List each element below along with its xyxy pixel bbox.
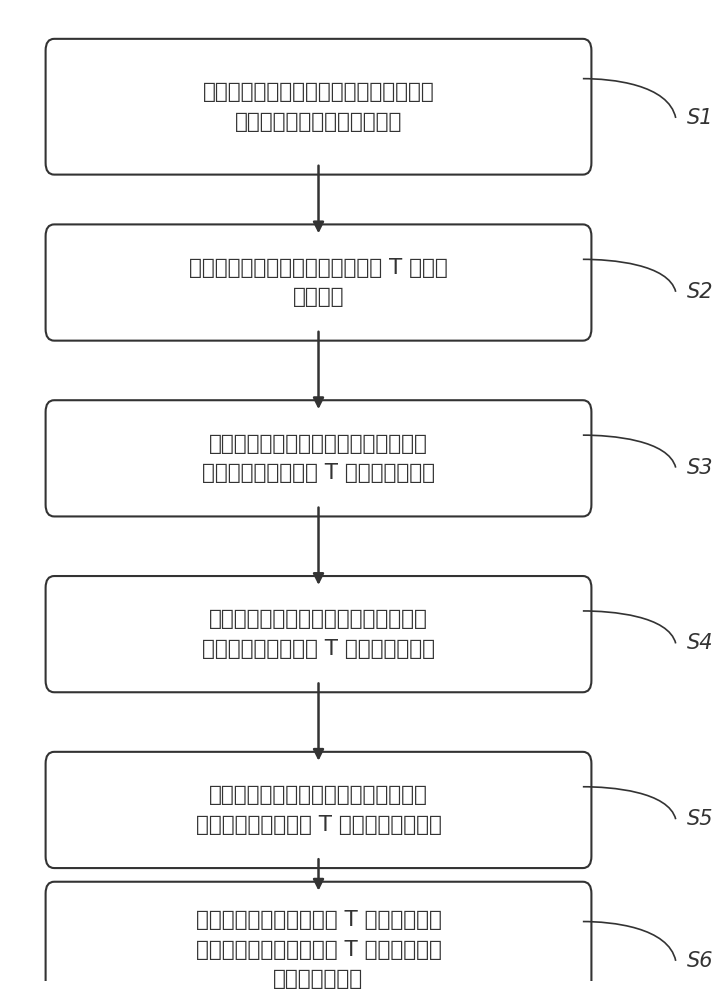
Text: S2: S2 bbox=[686, 282, 713, 302]
Text: S6: S6 bbox=[686, 951, 713, 971]
Text: S3: S3 bbox=[686, 458, 713, 478]
FancyBboxPatch shape bbox=[46, 882, 592, 1000]
Text: 根据所述尾翼的尺寸数据，在所述机身
结构基础上构建基于 T 样条的尾翼结构: 根据所述尾翼的尺寸数据，在所述机身 结构基础上构建基于 T 样条的尾翼结构 bbox=[202, 434, 435, 483]
Text: S5: S5 bbox=[686, 809, 713, 829]
Text: S4: S4 bbox=[686, 633, 713, 653]
Text: S1: S1 bbox=[686, 108, 713, 128]
Text: 根据所述机身的尺寸数据构建基于 T 样条的
机身结构: 根据所述机身的尺寸数据构建基于 T 样条的 机身结构 bbox=[189, 258, 448, 307]
FancyBboxPatch shape bbox=[46, 752, 592, 868]
Text: 利用平均曲率云图对所述 T 样条飞机蒙皮
曲面进行分析，确定所述 T 样条飞机蒙皮
曲面的光顺程度: 利用平均曲率云图对所述 T 样条飞机蒙皮 曲面进行分析，确定所述 T 样条飞机蒙… bbox=[195, 910, 442, 989]
Text: 根据所述侧翼的尺寸数据，在所述机身
结构基础上构建基于 T 样条的侧翼结构: 根据所述侧翼的尺寸数据，在所述机身 结构基础上构建基于 T 样条的侧翼结构 bbox=[202, 609, 435, 659]
FancyBboxPatch shape bbox=[46, 400, 592, 516]
FancyBboxPatch shape bbox=[46, 224, 592, 341]
FancyBboxPatch shape bbox=[46, 576, 592, 692]
Text: 将所述机身结构、所述尾翼结构和所述
侧翼结构结合，得到 T 样条飞机蒙皮曲面: 将所述机身结构、所述尾翼结构和所述 侧翼结构结合，得到 T 样条飞机蒙皮曲面 bbox=[195, 785, 442, 835]
FancyBboxPatch shape bbox=[46, 39, 592, 175]
Text: 根据飞机整体尺寸要求，分别获得飞机的
机身、尾翼和侧翼的尺寸数据: 根据飞机整体尺寸要求，分别获得飞机的 机身、尾翼和侧翼的尺寸数据 bbox=[203, 82, 434, 132]
